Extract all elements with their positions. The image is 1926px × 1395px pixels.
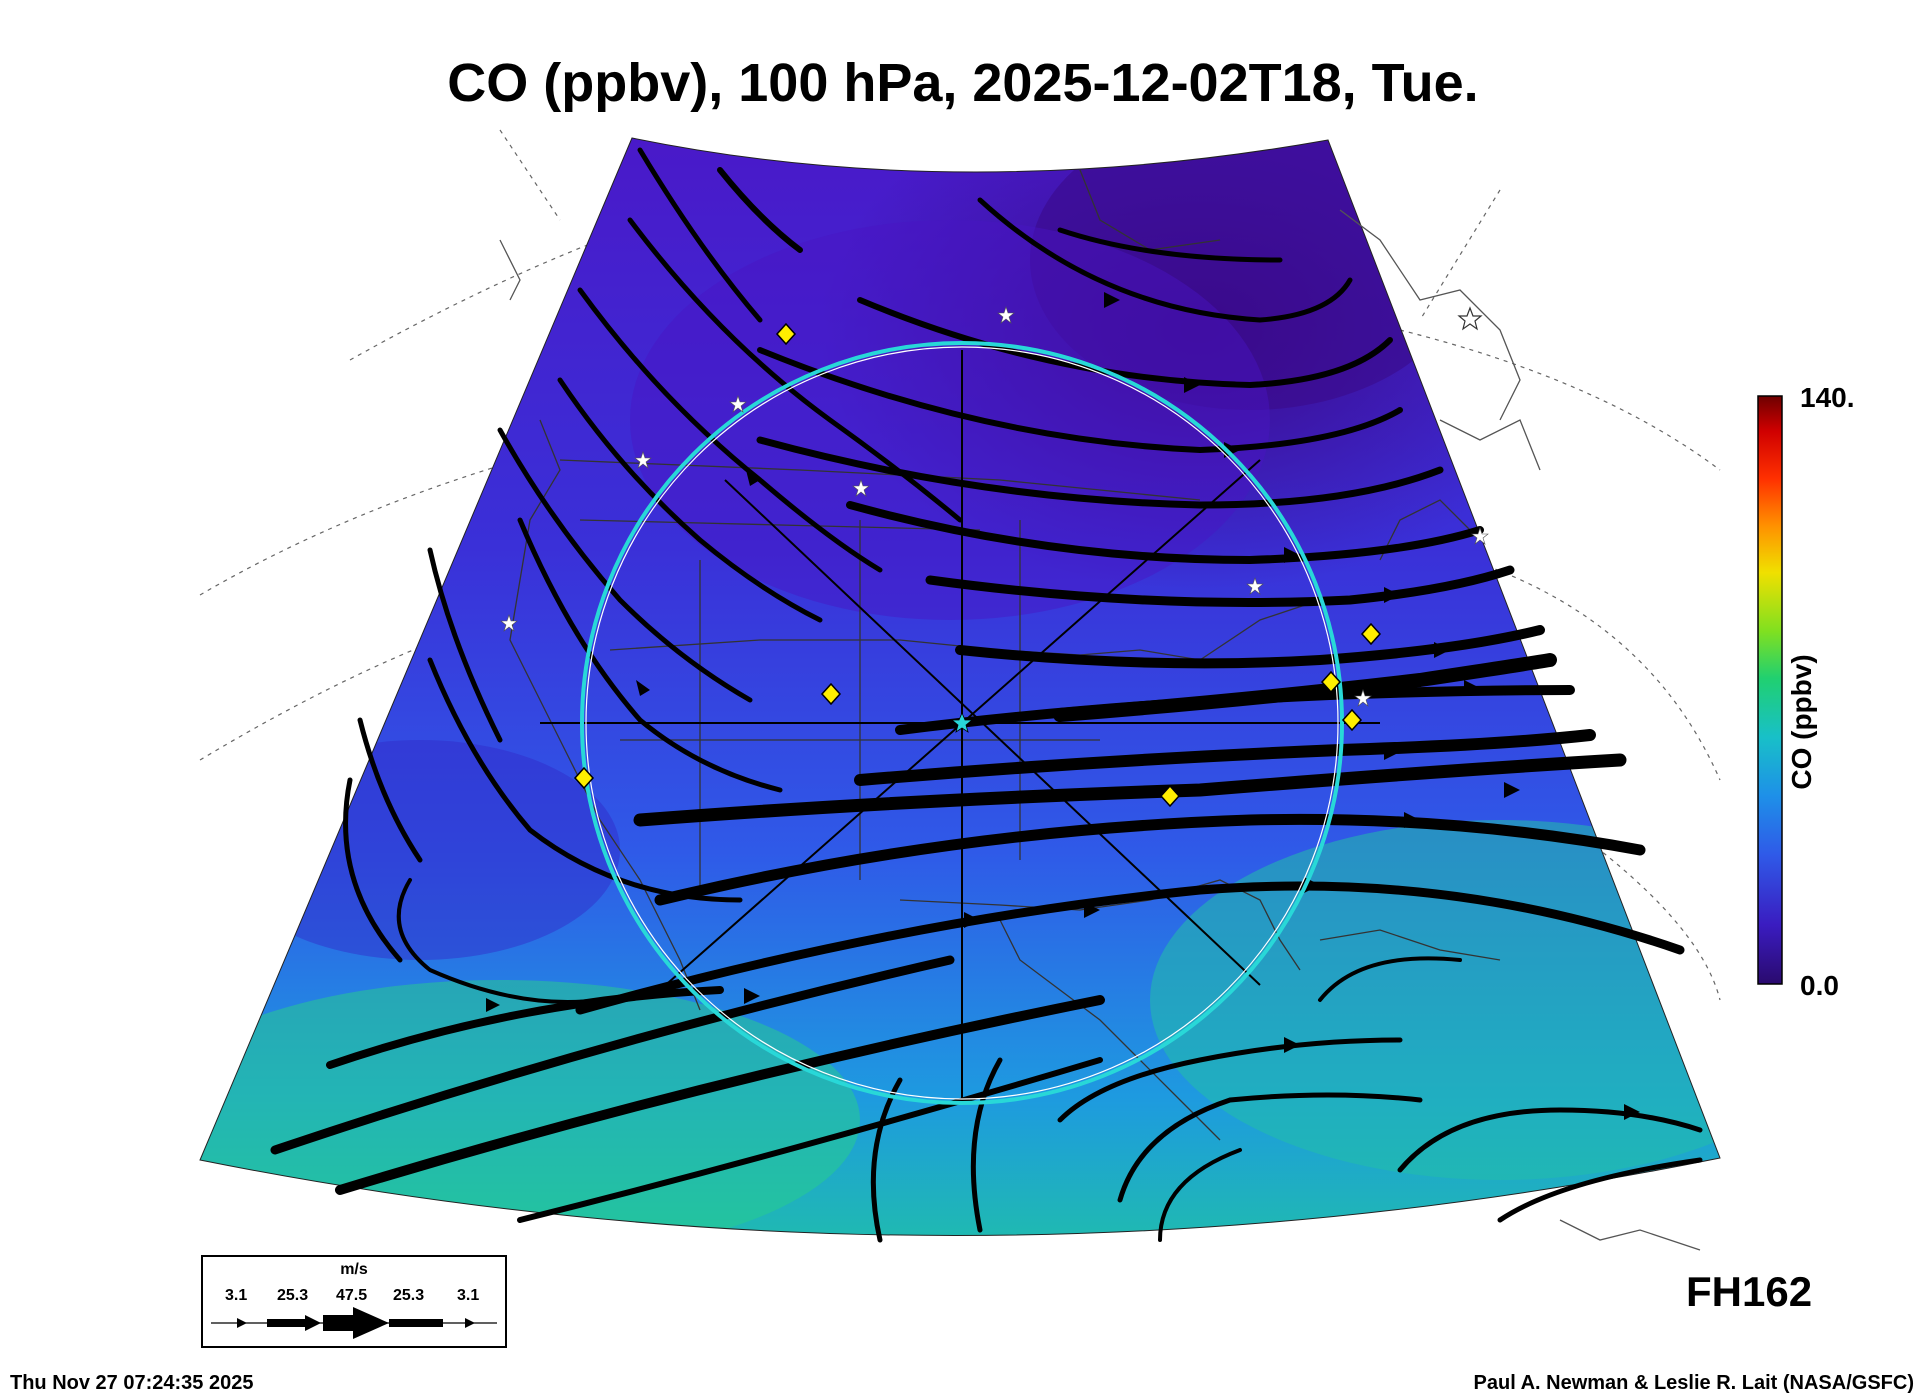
streamline <box>357 717 423 863</box>
colorbar-title: CO (ppbv) <box>1786 654 1817 790</box>
streamline <box>335 995 1105 1195</box>
streamline <box>970 1057 1003 1233</box>
site-markers <box>573 322 1382 808</box>
arrowhead-icon <box>1104 292 1120 308</box>
center-star-icon <box>950 711 974 733</box>
legend-speed-label: 3.1 <box>457 1287 480 1304</box>
arrowhead-icon <box>1404 812 1420 828</box>
streamline <box>575 881 1685 1015</box>
arrowhead-icon <box>1284 1037 1300 1053</box>
streamline <box>517 1057 1103 1223</box>
star-markers <box>500 306 1489 707</box>
streamline <box>497 427 753 703</box>
streamline <box>717 167 803 253</box>
white-star-icon <box>1354 689 1372 707</box>
legend-speed-label: 25.3 <box>393 1287 425 1304</box>
white-star-icon <box>1471 527 1489 545</box>
streamline <box>396 878 602 1004</box>
arrow-icon <box>305 1315 321 1331</box>
legend-unit: m/s <box>340 1261 368 1278</box>
legend-speed-label: 47.5 <box>336 1287 368 1304</box>
outer-land <box>499 209 1701 1251</box>
white-star-icon <box>634 451 652 469</box>
credit: Paul A. Newman & Leslie R. Lait (NASA/GS… <box>1473 1372 1914 1394</box>
yellow-diamond-icon <box>1159 784 1181 808</box>
streamline <box>955 625 1545 669</box>
map-title: CO (ppbv), 100 hPa, 2025-12-02T18, Tue. <box>447 53 1479 113</box>
legend-speed-label: 3.1 <box>225 1287 248 1304</box>
arrowhead-icon <box>1624 1104 1640 1120</box>
streamline <box>517 517 783 793</box>
white-star-icon <box>852 479 870 497</box>
streamline <box>637 147 763 323</box>
legend-arrows <box>211 1307 497 1339</box>
streamline <box>270 955 955 1155</box>
arrowhead-icon <box>1084 902 1100 918</box>
colorbar-min-label: 0.0 <box>1800 970 1839 1001</box>
streamline <box>925 565 1515 607</box>
arrowhead-icon <box>1504 782 1520 798</box>
yellow-diamond-icon <box>1360 622 1382 646</box>
wind-speed-legend: m/s 3.1 25.3 47.5 25.3 3.1 <box>201 1255 507 1348</box>
streamline <box>557 377 823 623</box>
arrowhead-icon <box>486 998 500 1012</box>
co-field <box>200 138 1720 1236</box>
yellow-diamond-icon <box>573 766 595 790</box>
streamline <box>854 729 1596 786</box>
white-star-icon <box>1246 577 1264 595</box>
streamline <box>977 197 1353 323</box>
streamline <box>1057 1037 1403 1123</box>
streamline <box>627 217 963 523</box>
streamline <box>343 777 403 963</box>
white-star-icon <box>500 614 518 632</box>
arrow-icon <box>237 1318 247 1328</box>
arrow-icon <box>353 1307 389 1339</box>
arrowhead-icon <box>1384 587 1400 603</box>
legend-speed-label: 25.3 <box>277 1287 309 1304</box>
white-star-icon <box>997 306 1015 324</box>
streamline <box>427 657 743 903</box>
streamline <box>1158 1148 1242 1242</box>
range-ring <box>580 341 1344 1105</box>
arrowhead-icon <box>1464 680 1480 696</box>
streamline <box>326 986 724 1069</box>
map-border <box>199 137 1721 1236</box>
streamline <box>633 753 1627 827</box>
yellow-diamond-icon <box>1320 670 1342 694</box>
streamline <box>1053 653 1557 722</box>
streamline <box>1497 1157 1703 1223</box>
arrowhead-icon <box>746 470 760 486</box>
yellow-diamond-icon <box>775 322 797 346</box>
flow-arrowheads <box>486 292 1640 1120</box>
arrowhead-icon <box>744 988 760 1004</box>
streamline <box>427 547 503 743</box>
yellow-diamond-icon <box>1341 708 1363 732</box>
white-star-icon <box>729 395 747 413</box>
streamline <box>654 813 1646 906</box>
colorbar <box>1757 395 1783 985</box>
arrow-icon <box>465 1318 475 1328</box>
arrowhead-icon <box>1184 377 1200 393</box>
arrowhead-icon <box>964 912 980 928</box>
arrowhead-icon <box>1384 744 1400 760</box>
streamlines <box>270 147 1703 1243</box>
streamline <box>1318 956 1462 1002</box>
streamline <box>757 347 1403 454</box>
colorbar-max-label: 140. <box>1800 382 1855 413</box>
arrowhead-icon <box>1434 642 1450 658</box>
streamline <box>577 287 883 573</box>
forecast-hour: FH162 <box>1686 1268 1813 1315</box>
arrowhead-icon <box>1284 547 1300 563</box>
streamline <box>1397 1107 1703 1173</box>
yellow-diamond-icon <box>820 682 842 706</box>
arrowhead-icon <box>636 680 650 696</box>
streamline <box>1057 227 1283 263</box>
outline-star-icon <box>1457 306 1483 331</box>
timestamp: Thu Nov 27 07:24:35 2025 <box>10 1372 254 1394</box>
streamline <box>1117 1092 1423 1203</box>
streamline <box>756 436 1444 509</box>
range-ring-inner <box>585 346 1339 1100</box>
